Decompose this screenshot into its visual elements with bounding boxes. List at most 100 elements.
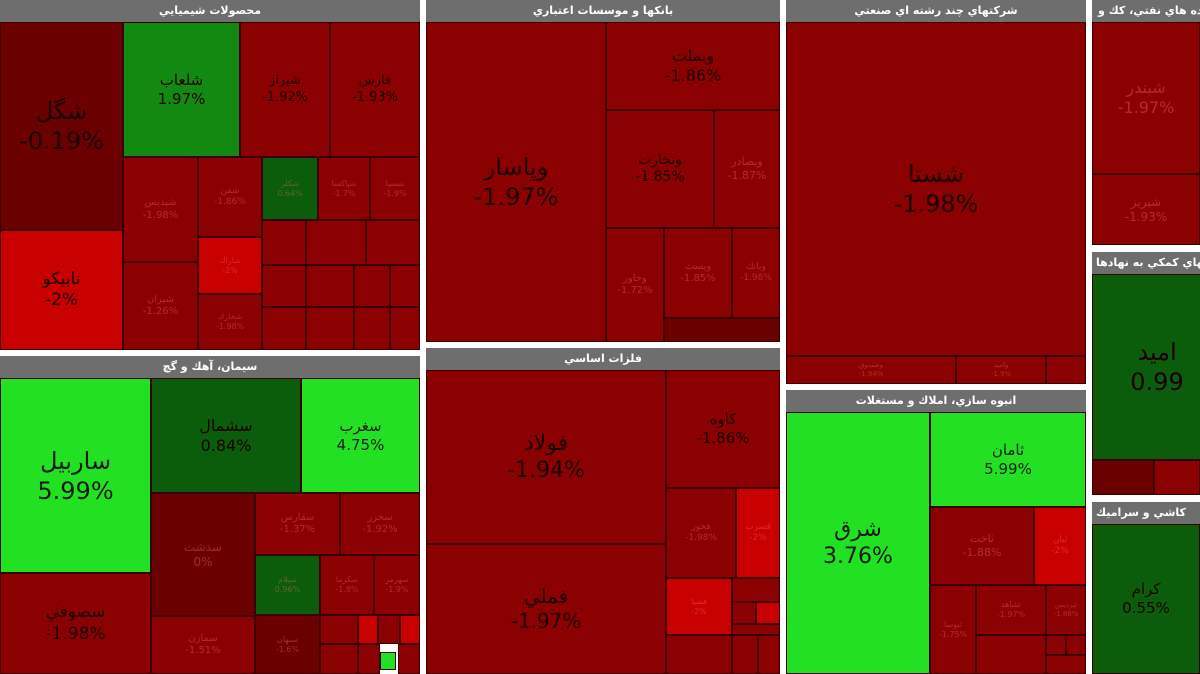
tile-small-filler[interactable]	[354, 307, 390, 350]
sector-title: انبوه سازي، املاك و مستغلات	[786, 390, 1086, 412]
sector-metals: فلزات اساسي فولاد -1.94% كاوه -1.86% فمل…	[426, 348, 780, 674]
tile-vpost[interactable]: وپست -1.85%	[664, 228, 732, 318]
tile-keram[interactable]: كرام 0.55%	[1092, 524, 1200, 674]
tile-small-filler[interactable]	[262, 265, 306, 307]
tile-shlaab[interactable]: شلعاب 1.97%	[123, 22, 240, 157]
tile-shpaksa[interactable]: شپاكسا -1.7%	[318, 157, 370, 220]
tile-change: -1.97%	[1117, 98, 1175, 117]
tile-vbemellat[interactable]: وبملت -1.86%	[606, 22, 780, 110]
sector-title: فراورده هاي نفتي، كك و	[1092, 0, 1200, 22]
tile-symbol: فسپا	[691, 596, 707, 606]
tile-small-filler[interactable]	[976, 635, 1046, 674]
tile-shormoz[interactable]: سهرمز -1.9%	[374, 555, 420, 615]
tile-small-filler[interactable]	[320, 644, 358, 674]
tile-shespa[interactable]: شسپا -1.9%	[370, 157, 420, 220]
tile-small-filler[interactable]	[378, 615, 400, 644]
tile-sshomal[interactable]: سشمال 0.84%	[151, 378, 301, 493]
tile-small-filler[interactable]	[758, 635, 780, 674]
tile-vsanduq[interactable]: وصندوق -1.94%	[786, 356, 956, 384]
tile-small-filler[interactable]	[306, 220, 366, 265]
tile-shiran[interactable]: شيران -1.26%	[123, 262, 198, 350]
tile-sdasht[interactable]: سدشت 0%	[151, 493, 255, 616]
tile-small-filler[interactable]	[1092, 460, 1154, 495]
tile-omid[interactable]: اميد 0.99	[1092, 274, 1200, 460]
tile-vtejarat[interactable]: وتجارت -1.85%	[606, 110, 714, 228]
tile-small-filler[interactable]	[358, 615, 378, 644]
tile-shpedis[interactable]: شپديس -1.98%	[123, 157, 198, 262]
tile-change: -1.26%	[142, 306, 179, 317]
tile-shefan[interactable]: شفن -1.86%	[198, 157, 262, 237]
tile-small-filler[interactable]	[664, 318, 780, 342]
tile-symbol: شيراز	[269, 73, 301, 89]
tile-foolad[interactable]: فولاد -1.94%	[426, 370, 666, 544]
tile-small-filler[interactable]	[262, 307, 306, 350]
tile-small-filler[interactable]	[306, 307, 354, 350]
tile-small-filler[interactable]	[1066, 635, 1086, 655]
tile-small-filler[interactable]	[358, 644, 380, 674]
tile-sfars[interactable]: سفارس -1.37%	[255, 493, 340, 555]
tile-vepasar[interactable]: وپاسار -1.97%	[426, 22, 606, 342]
tile-small-filler[interactable]	[666, 635, 732, 674]
tile-small-filler[interactable]	[400, 615, 420, 644]
tile-sbehan[interactable]: سبهان -1.6%	[255, 615, 320, 674]
tile-change: -0.19%	[19, 127, 104, 155]
tile-shklor[interactable]: شكلر 0.64%	[262, 157, 318, 220]
tile-small-filler[interactable]	[398, 644, 420, 674]
tile-small-filler[interactable]	[756, 602, 780, 624]
tile-symbol: شستا	[907, 160, 965, 188]
tile-sshahed[interactable]: ثشاهد -1.97%	[976, 585, 1046, 635]
tile-shargh[interactable]: شرق 3.76%	[786, 412, 930, 674]
tile-small-filler[interactable]	[262, 220, 306, 265]
tile-small-filler[interactable]	[390, 307, 420, 350]
tile-skarma[interactable]: سكرما -1.8%	[320, 555, 374, 615]
tile-small-filler[interactable]	[1046, 356, 1086, 384]
tile-change: -1.8%	[335, 585, 359, 594]
tile-fakhuz[interactable]: فخوز -1.98%	[666, 488, 736, 578]
tile-sgharb[interactable]: سغرب 4.75%	[301, 378, 420, 493]
tile-vbank[interactable]: وبانك -1.98%	[732, 228, 780, 318]
tile-vbsader[interactable]: وبصادر -1.87%	[714, 110, 780, 228]
tile-shiraz[interactable]: شيراز -1.92%	[240, 22, 330, 157]
tile-small-filler[interactable]	[1046, 655, 1086, 674]
tile-shbandar[interactable]: شبندر -1.97%	[1092, 22, 1200, 174]
tile-change: 0.55%	[1122, 599, 1170, 617]
tile-sakht[interactable]: ثاخت -1.88%	[930, 507, 1034, 585]
tile-spardis[interactable]: ثپردیس -1.88%	[1046, 585, 1086, 635]
tile-sban[interactable]: ثبان -2%	[1034, 507, 1086, 585]
tile-shasta[interactable]: شستا -1.98%	[786, 22, 1086, 356]
tile-sharak[interactable]: شاراك -2%	[198, 237, 262, 294]
tile-skhazar[interactable]: سخزر -1.92%	[340, 493, 420, 555]
tile-small-filler[interactable]	[390, 265, 420, 307]
tile-small-filler[interactable]	[320, 615, 358, 644]
tile-change: -1.98%	[215, 322, 245, 331]
tile-small-filler[interactable]	[732, 635, 758, 674]
tile-ssufi[interactable]: سصوفي -1.98%	[0, 573, 151, 674]
tile-fars[interactable]: فارس -1.93%	[330, 22, 420, 157]
tile-silam[interactable]: سيلام 0.96%	[255, 555, 320, 615]
tile-shbriz[interactable]: شبريز -1.93%	[1092, 174, 1200, 245]
tile-small-filler[interactable]	[1046, 635, 1066, 655]
tile-vkhavar[interactable]: وخاور -1.72%	[606, 228, 664, 342]
tile-fameli[interactable]: فملي -1.97%	[426, 544, 666, 674]
tile-small-filler[interactable]	[366, 220, 420, 265]
tile-small-filler[interactable]	[732, 578, 780, 602]
tile-small-filler[interactable]	[354, 265, 390, 307]
tile-symbol: سدشت	[183, 539, 223, 554]
tile-small-filler[interactable]	[306, 265, 354, 307]
tile-nabiko[interactable]: نابيكو -2%	[0, 230, 123, 350]
tile-kaveh[interactable]: كاوه -1.86%	[666, 370, 780, 488]
tile-sarbil[interactable]: ساربيل 5.99%	[0, 378, 151, 573]
tile-snusa[interactable]: ثنوسا -1.75%	[930, 585, 976, 674]
tile-shegol[interactable]: شگل -0.19%	[0, 22, 123, 230]
tile-change: -1.87%	[727, 169, 767, 182]
tile-small-filler[interactable]	[732, 602, 756, 624]
tile-shkharak[interactable]: شخارك -1.98%	[198, 294, 262, 350]
tile-vomid[interactable]: واميد -1.9%	[956, 356, 1046, 384]
tile-small-filler[interactable]	[732, 624, 780, 635]
tile-fasorb[interactable]: فسرب -2%	[736, 488, 780, 578]
tile-saman[interactable]: ثامان 5.99%	[930, 412, 1086, 507]
tile-small-filler[interactable]	[1154, 460, 1200, 495]
tile-fasepa[interactable]: فسپا -2%	[666, 578, 732, 635]
tile-small-filler[interactable]	[380, 652, 396, 670]
tile-smazan[interactable]: سمازن -1.51%	[151, 616, 255, 674]
